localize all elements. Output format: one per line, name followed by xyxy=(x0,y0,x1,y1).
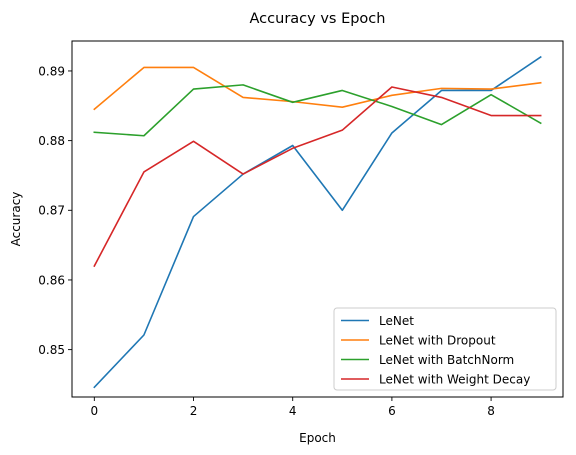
legend-label-1: LeNet with Dropout xyxy=(379,333,496,347)
series-line-0 xyxy=(93,55,542,389)
series-line-3 xyxy=(93,86,542,268)
legend-label-2: LeNet with BatchNorm xyxy=(379,353,514,367)
y-tick-label-0: 0.85 xyxy=(38,343,65,357)
plot-lines xyxy=(93,55,542,389)
x-tick-label-1: 2 xyxy=(190,404,198,418)
y-tick-label-2: 0.87 xyxy=(38,204,65,218)
y-axis-title: Accuracy xyxy=(9,192,23,247)
x-tick-label-2: 4 xyxy=(289,404,297,418)
x-tick-label-3: 6 xyxy=(388,404,396,418)
legend-label-0: LeNet xyxy=(379,314,414,328)
y-tick-label-1: 0.86 xyxy=(38,273,65,287)
x-axis-ticks: 0 2 4 6 8 xyxy=(90,397,495,418)
legend-box xyxy=(333,307,557,391)
y-tick-label-3: 0.88 xyxy=(38,134,65,148)
legend-label-3: LeNet with Weight Decay xyxy=(379,372,530,386)
chart-title: Accuracy vs Epoch xyxy=(250,11,386,27)
y-axis-ticks: 0.85 0.86 0.87 0.88 0.89 xyxy=(38,64,72,357)
series-line-1 xyxy=(93,66,542,111)
x-axis-title: Epoch xyxy=(299,431,336,445)
x-tick-label-0: 0 xyxy=(90,404,98,418)
plot-frame xyxy=(71,40,564,398)
series-line-2 xyxy=(93,84,542,137)
legend: LeNet LeNet with Dropout LeNet with BatchN… xyxy=(333,307,557,391)
x-tick-label-4: 8 xyxy=(487,404,495,418)
y-tick-label-4: 0.89 xyxy=(38,64,65,78)
